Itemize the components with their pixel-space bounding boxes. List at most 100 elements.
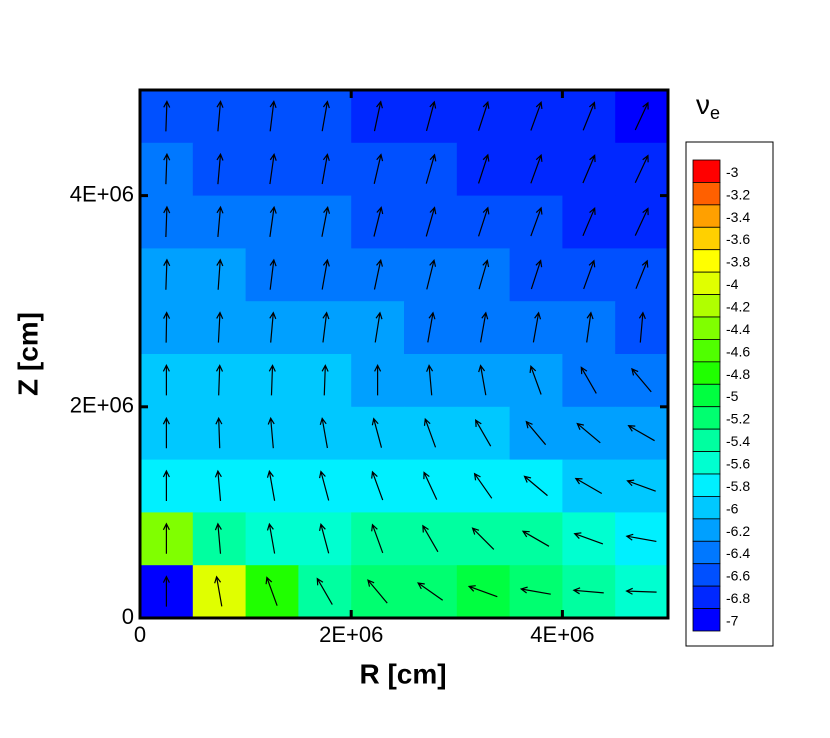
vector-arrow [638, 311, 646, 343]
vector-field [162, 100, 657, 607]
vector-arrow [625, 587, 657, 595]
vector-arrow [573, 532, 604, 545]
legend-swatch [692, 182, 721, 206]
vector-arrow [163, 100, 171, 132]
vector-arrow [215, 416, 223, 449]
vector-arrow [162, 416, 170, 449]
vector-arrow [269, 311, 277, 343]
vector-arrow [162, 364, 170, 396]
vector-arrow [163, 205, 171, 238]
vector-arrow [321, 258, 330, 290]
vector-arrow [371, 523, 384, 554]
legend-label: -5 [726, 388, 739, 404]
y-tick-label: 4E+06 [70, 181, 134, 206]
vector-arrow [163, 152, 171, 185]
legend-label: -3.4 [726, 209, 750, 225]
vector-arrow [521, 530, 550, 547]
vector-arrow [215, 364, 224, 396]
legend-label: -4 [726, 276, 739, 292]
vector-arrow [625, 533, 657, 542]
vector-arrow [371, 417, 383, 448]
vector-arrow [163, 258, 171, 290]
vector-arrow [425, 153, 437, 184]
vector-arrow [374, 364, 382, 396]
vector-arrow [525, 420, 547, 446]
legend-swatch [692, 428, 721, 452]
vector-arrow [269, 205, 277, 237]
vector-arrow [373, 153, 384, 184]
legend-swatch [692, 473, 721, 497]
vector-arrow [265, 576, 278, 606]
vector-arrow [523, 475, 548, 497]
vector-arrow [582, 206, 596, 237]
vector-arrow [582, 101, 596, 131]
vector-arrow [266, 469, 276, 501]
plot-frame [138, 88, 670, 620]
vector-arrow [583, 259, 596, 290]
legend-label: -6 [726, 500, 739, 516]
legend-label: -4.4 [726, 321, 750, 337]
vector-arrow [321, 364, 329, 396]
vector-arrow [163, 311, 171, 343]
vector-arrow [318, 470, 330, 501]
legend-label: -3 [726, 164, 739, 180]
vector-arrow [634, 207, 649, 236]
legend-swatch [692, 316, 721, 340]
vector-arrow [316, 577, 333, 605]
vector-arrow [321, 205, 331, 237]
legend-swatch [692, 271, 721, 295]
legend-label: -5.4 [726, 433, 750, 449]
vector-arrow [473, 472, 493, 499]
vector-arrow [269, 100, 277, 132]
legend-label: -6.2 [726, 523, 750, 539]
y-tick-label: 2E+06 [70, 393, 134, 418]
vector-arrow [532, 311, 542, 343]
vector-arrow [477, 153, 490, 184]
legend-label: -4.2 [726, 298, 750, 314]
vector-arrow [417, 582, 444, 601]
legend-label: -3.8 [726, 254, 750, 270]
legend-swatch [692, 496, 721, 520]
legend-label: -3.6 [726, 231, 750, 247]
vector-arrow [216, 205, 224, 237]
legend-swatch [692, 406, 721, 430]
vector-arrow [425, 100, 437, 132]
vector-arrow [530, 206, 543, 237]
legend-label: -5.2 [726, 411, 750, 427]
vector-arrow [373, 206, 384, 237]
vector-arrow [480, 311, 489, 343]
legend-title-main: ν [696, 89, 710, 120]
vector-arrow [216, 100, 224, 132]
legend-swatch [692, 540, 721, 565]
vector-arrow [530, 101, 543, 131]
vector-arrow [321, 153, 330, 185]
legend-label: -5.6 [726, 455, 750, 471]
vector-arrow [374, 311, 383, 343]
vector-arrow [214, 522, 222, 554]
legend-swatch [692, 339, 721, 363]
vector-arrow [634, 154, 649, 184]
vector-arrow [574, 477, 603, 495]
vector-arrow [214, 469, 222, 501]
vector-arrow [322, 311, 330, 343]
vector-arrow [576, 422, 601, 444]
vector-arrow [626, 479, 656, 492]
legend-swatch [692, 383, 721, 408]
legend-swatch [692, 294, 721, 318]
x-axis-label: R [cm] [359, 658, 446, 689]
vector-arrow [426, 364, 434, 396]
vector-arrow [425, 206, 437, 237]
vector-arrow [627, 425, 655, 442]
vector-arrow [318, 523, 330, 554]
vector-arrow [266, 522, 276, 554]
vector-arrow [269, 153, 277, 185]
legend-swatch [692, 518, 721, 542]
vector-arrow [631, 367, 652, 393]
vector-arrow [321, 100, 330, 132]
vector-arrow [371, 470, 384, 501]
vector-arrow [269, 258, 277, 290]
vector-arrow [373, 258, 383, 290]
vector-arrow [477, 100, 490, 131]
vector-arrow [475, 419, 492, 447]
